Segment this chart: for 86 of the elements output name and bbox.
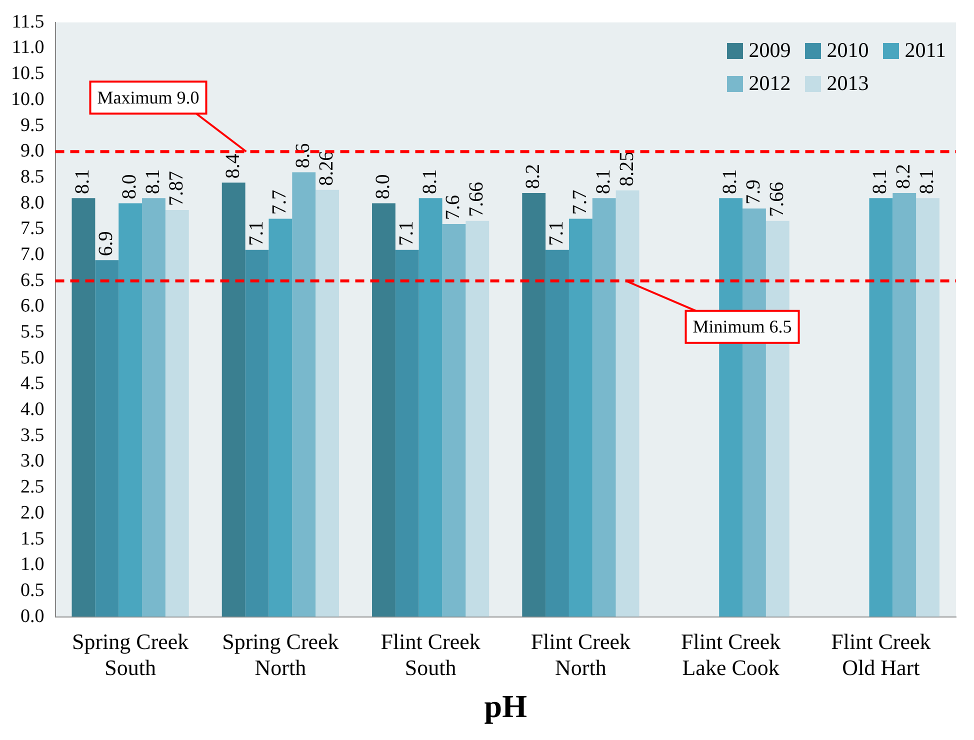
y-tick-label: 11.5 <box>12 11 44 32</box>
data-label: 7.9 <box>742 179 764 204</box>
y-tick-label: 7.0 <box>20 244 44 265</box>
data-label: 8.0 <box>372 174 394 200</box>
x-tick-label: Flint Creek Old Hart <box>831 628 931 680</box>
x-tick-label: Spring Creek North <box>222 628 339 680</box>
data-label: 7.7 <box>268 190 291 215</box>
bar <box>165 210 189 617</box>
bar <box>522 192 546 617</box>
legend-label: 2009 <box>748 38 791 63</box>
data-label: 7.87 <box>165 171 188 206</box>
data-label: 8.1 <box>719 169 742 194</box>
ref-line-label: Maximum 9.0 <box>97 87 200 108</box>
legend-label: 2013 <box>826 71 869 96</box>
bar <box>466 220 490 617</box>
bar <box>95 260 119 617</box>
y-tick-label: 4.5 <box>20 373 44 394</box>
data-label: 7.1 <box>395 220 418 246</box>
data-label: 8.0 <box>118 174 141 200</box>
data-label: 7.1 <box>546 220 568 246</box>
y-tick-label: 10.5 <box>11 63 44 84</box>
y-tick-label: 7.5 <box>20 218 44 240</box>
legend-label: 2012 <box>748 71 791 96</box>
data-label: 8.1 <box>72 169 94 194</box>
y-tick-label: 11.0 <box>12 37 44 58</box>
data-label: 7.66 <box>466 182 488 217</box>
data-label: 7.1 <box>245 220 268 246</box>
bar <box>592 198 616 617</box>
bar <box>395 250 419 617</box>
bar <box>546 250 569 617</box>
data-label: 8.1 <box>916 169 938 194</box>
bar <box>268 218 292 617</box>
data-label: 8.1 <box>592 169 614 194</box>
x-tick-label: Spring Creek South <box>72 628 189 680</box>
x-tick-label: Flint Creek North <box>530 628 630 680</box>
bar <box>916 198 940 617</box>
x-axis-title: pH <box>484 688 528 724</box>
bar <box>316 190 339 617</box>
y-tick-label: 2.5 <box>20 476 44 498</box>
data-label: 7.6 <box>442 194 464 220</box>
y-tick-label: 6.5 <box>20 270 44 291</box>
data-label: 8.4 <box>222 154 244 179</box>
data-label: 7.66 <box>766 182 788 217</box>
bar <box>869 198 893 617</box>
bar <box>292 172 316 617</box>
bar <box>372 203 396 617</box>
bar <box>766 220 790 617</box>
bar <box>568 218 592 617</box>
y-tick-label: 10.0 <box>11 88 44 110</box>
y-tick-label: 8.0 <box>20 192 44 214</box>
bar <box>616 190 640 617</box>
data-label: 8.25 <box>616 151 638 186</box>
bar <box>72 198 96 617</box>
y-tick-label: 4.0 <box>20 399 44 420</box>
data-label: 8.1 <box>418 169 441 194</box>
data-label: 8.1 <box>142 169 164 194</box>
x-tick-label: Flint Creek South <box>380 628 480 680</box>
bar <box>118 203 142 617</box>
data-label: 8.1 <box>869 169 892 194</box>
legend-label: 2011 <box>904 38 946 63</box>
y-tick-label: 9.5 <box>20 114 44 136</box>
y-tick-label: 8.5 <box>20 166 44 188</box>
data-label: 8.2 <box>522 164 544 189</box>
y-tick-label: 9.0 <box>20 140 44 162</box>
bar <box>418 198 442 617</box>
y-tick-label: 6.0 <box>20 296 44 317</box>
y-tick-label: 3.5 <box>20 424 44 446</box>
bar <box>142 198 166 617</box>
y-tick-label: 2.0 <box>20 502 44 524</box>
x-tick-label: Flint Creek Lake Cook <box>681 628 781 680</box>
y-tick-label: 0.5 <box>20 580 44 601</box>
data-label: 6.9 <box>95 231 118 256</box>
y-tick-label: 1.5 <box>20 528 44 550</box>
legend-label: 2010 <box>826 38 869 63</box>
bar <box>442 224 466 617</box>
bar <box>222 182 246 617</box>
y-tick-label: 5.5 <box>20 322 44 343</box>
data-label: 7.7 <box>568 190 591 215</box>
bar <box>245 250 269 617</box>
y-tick-label: 0.0 <box>20 606 44 627</box>
y-tick-label: 3.0 <box>20 450 44 472</box>
bar <box>892 192 916 617</box>
ref-line-label: Minimum 6.5 <box>692 316 792 337</box>
data-label: 8.2 <box>892 164 915 189</box>
y-tick-label: 1.0 <box>20 554 44 576</box>
y-tick-label: 5.0 <box>20 347 44 368</box>
